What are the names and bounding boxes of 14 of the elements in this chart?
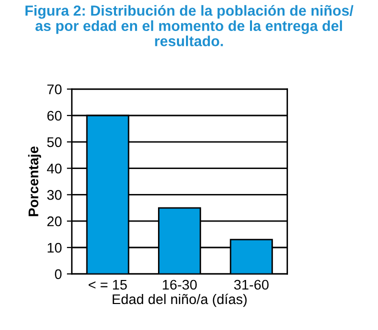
y-tick-label: 70 [47, 84, 62, 94]
y-tick-label: 30 [47, 190, 62, 200]
x-tick-label: < = 15 [88, 280, 127, 290]
y-tick-label: 60 [47, 110, 62, 121]
x-tick-label: 31-60 [234, 280, 269, 290]
y-tick-label: 20 [47, 216, 62, 226]
y-tick-label: 0 [54, 269, 62, 280]
y-axis-title: Porcentaje [28, 146, 42, 216]
y-tick-label: 50 [47, 137, 62, 148]
y-tick-label: 10 [48, 242, 62, 253]
x-axis-title: Edad del niño/a (días) [112, 294, 247, 307]
chart-title: Figura 2: Distribución de la población de niños/ as por edad en el momento de la entrega del resultado. [26, 4, 354, 46]
y-tick-label: 40 [46, 164, 62, 174]
x-tick-label: 16-30 [162, 280, 197, 290]
